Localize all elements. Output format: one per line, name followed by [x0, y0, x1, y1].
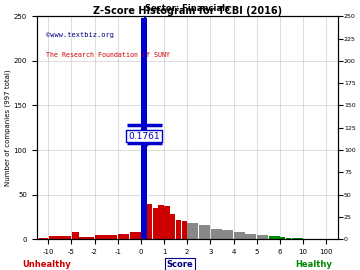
Bar [87, 237, 94, 239]
Text: The Research Foundation of SUNY: The Research Foundation of SUNY [46, 52, 170, 58]
Bar [170, 214, 175, 239]
Bar [141, 18, 147, 239]
Bar [181, 221, 187, 239]
Bar [188, 223, 198, 239]
Bar [211, 229, 222, 239]
Bar [39, 238, 48, 239]
Bar [164, 206, 170, 239]
Bar [176, 220, 181, 239]
Bar [286, 238, 291, 239]
Bar [158, 205, 164, 239]
Bar [153, 208, 158, 239]
Bar [72, 232, 79, 239]
Title: Z-Score Histogram for TCBI (2016): Z-Score Histogram for TCBI (2016) [93, 6, 282, 16]
Bar [292, 238, 297, 239]
Bar [118, 234, 129, 239]
Bar [297, 238, 303, 239]
Bar [326, 229, 327, 239]
Bar [257, 235, 268, 239]
Bar [280, 237, 285, 239]
Bar [147, 204, 152, 239]
Bar [234, 232, 245, 239]
Text: Score: Score [167, 260, 193, 269]
Bar [199, 225, 210, 239]
Bar [246, 234, 256, 239]
Bar [130, 232, 141, 239]
Bar [222, 230, 233, 239]
Text: ©www.textbiz.org: ©www.textbiz.org [46, 32, 114, 38]
Bar [269, 236, 279, 239]
Bar [95, 235, 117, 239]
Text: Unhealthy: Unhealthy [22, 260, 71, 269]
Text: Healthy: Healthy [295, 260, 332, 269]
Text: 0.1761: 0.1761 [128, 131, 160, 140]
Text: Sector: Financials: Sector: Financials [145, 4, 230, 13]
Bar [49, 236, 71, 239]
Bar [79, 237, 87, 239]
Y-axis label: Number of companies (997 total): Number of companies (997 total) [4, 69, 11, 186]
